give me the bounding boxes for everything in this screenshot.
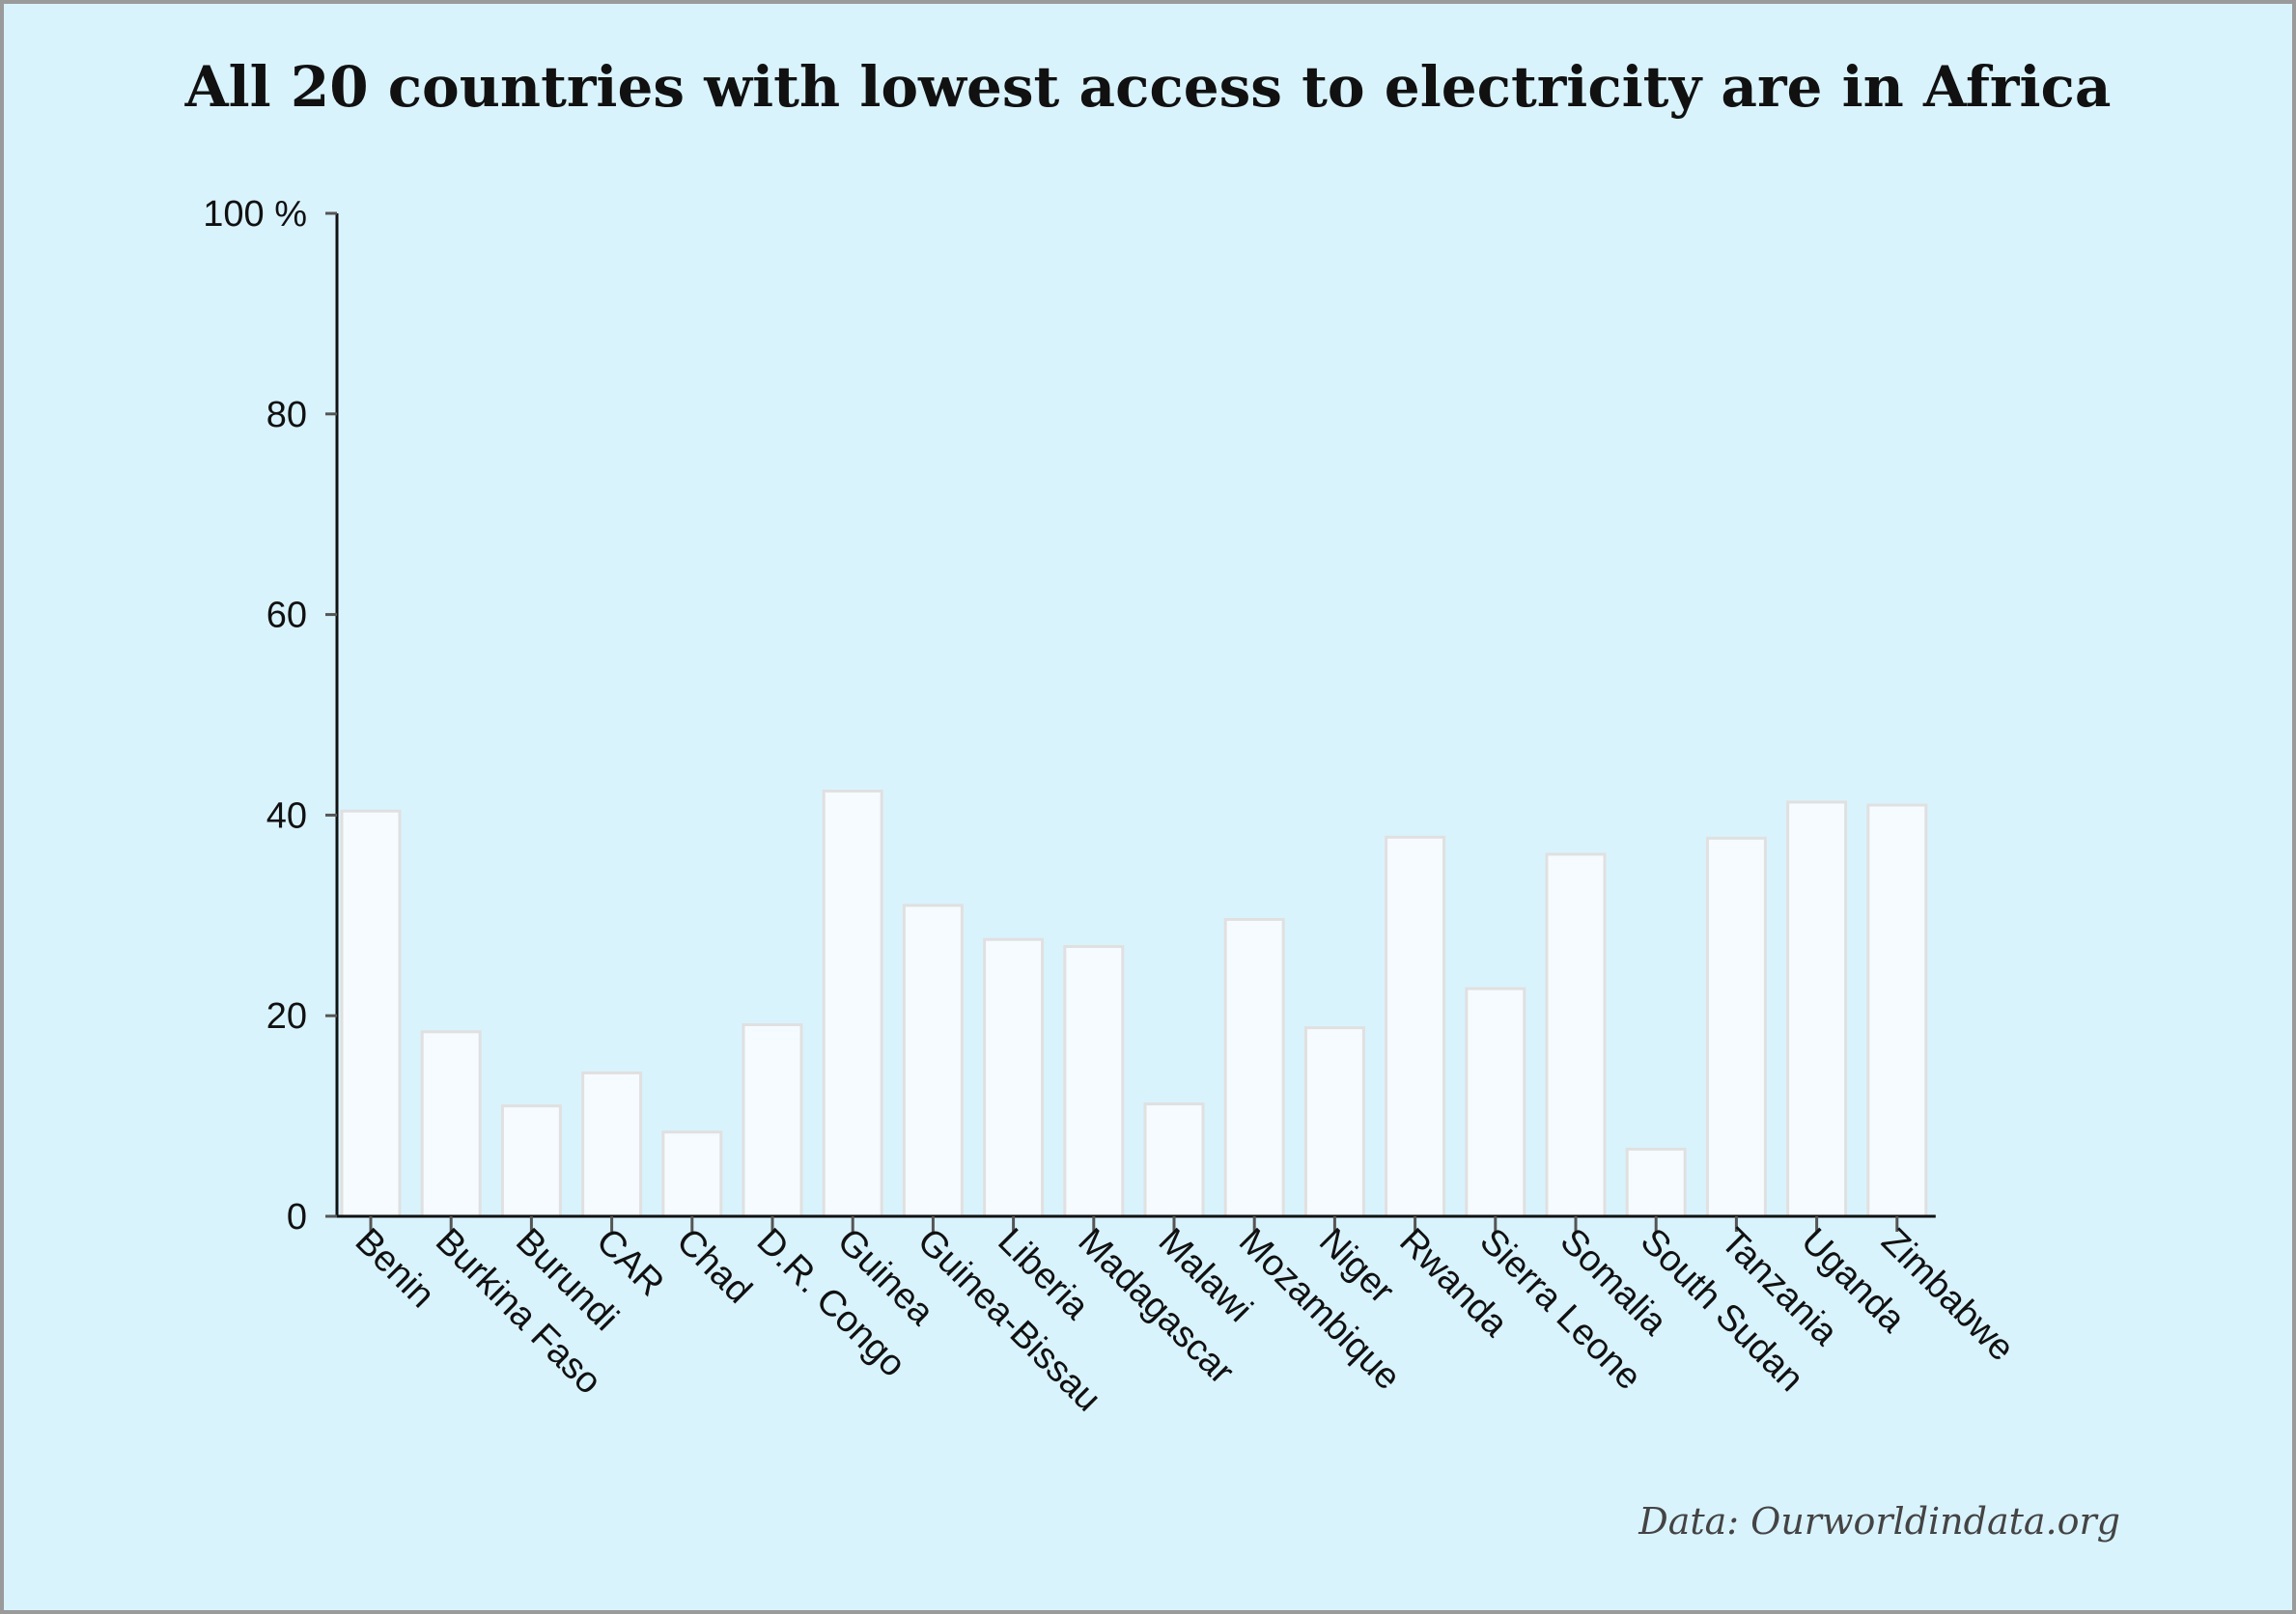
chart-title: All 20 countries with lowest access to e… <box>184 54 2112 120</box>
bar <box>420 1030 482 1218</box>
bar <box>500 1104 562 1218</box>
bar <box>1303 1026 1365 1218</box>
source-note: Data: Ourworldindata.org <box>1638 1500 2120 1543</box>
y-tick-label: 0 <box>287 1197 307 1238</box>
bar <box>1223 917 1285 1218</box>
bar <box>340 809 402 1218</box>
y-tick-label: 80 <box>266 395 307 435</box>
bar <box>1385 835 1446 1218</box>
bar <box>822 789 883 1218</box>
bar <box>1143 1102 1205 1218</box>
bar <box>1625 1147 1687 1218</box>
y-tick-label: 100 % <box>203 194 307 235</box>
bar <box>581 1071 643 1218</box>
bar <box>661 1130 723 1218</box>
bar <box>742 1023 803 1218</box>
bar <box>902 904 964 1218</box>
bar <box>1866 803 1928 1218</box>
bar <box>1465 987 1526 1218</box>
bar <box>1786 800 1848 1218</box>
y-tick-label: 40 <box>266 795 307 836</box>
bar <box>1545 852 1607 1218</box>
x-tick-label: Benin <box>348 1221 442 1316</box>
bar <box>1063 945 1125 1218</box>
y-tick-label: 20 <box>266 996 307 1037</box>
bar <box>1705 836 1767 1218</box>
y-tick-label: 60 <box>266 596 307 636</box>
x-tick-label: Chad <box>668 1221 759 1312</box>
bar <box>983 937 1045 1218</box>
